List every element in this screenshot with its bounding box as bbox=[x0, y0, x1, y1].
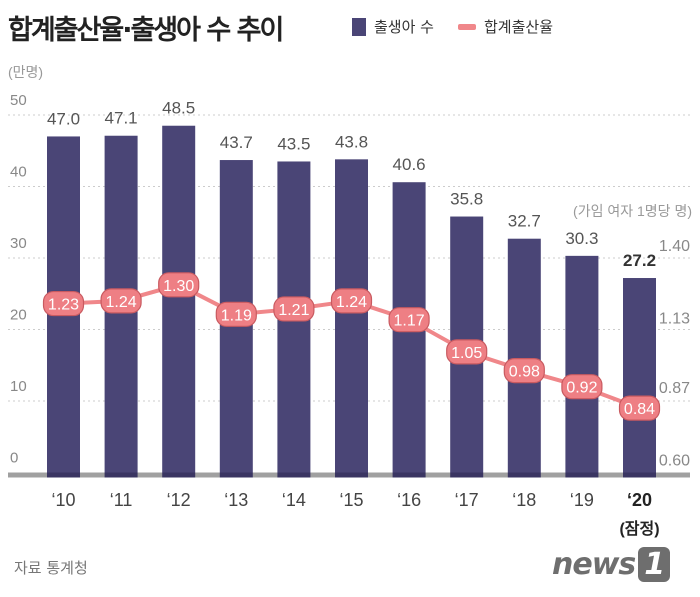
bar-base bbox=[507, 472, 541, 478]
x-tick-label: ‘18 bbox=[512, 490, 536, 510]
rate-marker bbox=[561, 374, 603, 400]
rate-value-label: 1.17 bbox=[394, 313, 425, 330]
bar-base bbox=[392, 472, 426, 478]
rate-value-label: 1.30 bbox=[163, 278, 194, 295]
x-tick-label: ‘14 bbox=[282, 490, 306, 510]
bar-base bbox=[47, 472, 80, 478]
bar-base bbox=[219, 472, 253, 478]
bar-value-label: 32.7 bbox=[508, 212, 541, 231]
rate-value-label: 0.98 bbox=[509, 364, 540, 381]
x-tick-label: ‘16 bbox=[397, 490, 421, 510]
rate-value-label: 1.05 bbox=[451, 345, 482, 362]
left-tick-label: 40 bbox=[10, 164, 27, 181]
right-tick-label: 0.87 bbox=[659, 380, 690, 397]
x-tick-label: ‘19 bbox=[570, 490, 594, 510]
left-tick-label: 10 bbox=[10, 378, 27, 395]
rate-marker bbox=[503, 358, 545, 384]
legend-item-fertility: 합계출산율 bbox=[458, 16, 553, 37]
bar-base bbox=[335, 472, 368, 478]
rate-value-label: 1.21 bbox=[278, 302, 309, 319]
bar bbox=[162, 125, 196, 475]
bar-base bbox=[277, 472, 311, 478]
bar-value-label: 35.8 bbox=[450, 190, 483, 209]
bar-base bbox=[565, 472, 599, 478]
legend-item-births: 출생아 수 bbox=[352, 16, 434, 37]
x-tick-label: ‘12 bbox=[167, 490, 191, 510]
rate-marker bbox=[330, 288, 373, 314]
bar-value-label: 47.0 bbox=[47, 109, 80, 128]
bar-value-label: 27.2 bbox=[623, 251, 656, 270]
left-tick-label: 30 bbox=[10, 235, 27, 252]
rate-marker bbox=[273, 296, 315, 322]
bar bbox=[565, 255, 599, 475]
rate-marker bbox=[100, 288, 142, 314]
news1-logo: news 1 bbox=[552, 547, 671, 582]
bar-value-label: 48.5 bbox=[162, 99, 195, 118]
rate-marker bbox=[158, 272, 200, 298]
bar-value-label: 47.1 bbox=[105, 109, 138, 128]
x-tick-note: (잠정) bbox=[619, 520, 659, 538]
x-tick-label: ‘10 bbox=[51, 490, 75, 510]
rate-value-label: 1.23 bbox=[48, 297, 79, 314]
rate-value-label: 0.92 bbox=[566, 380, 597, 397]
rate-marker bbox=[388, 307, 430, 333]
rate-marker bbox=[215, 301, 257, 327]
rate-value-label: 0.84 bbox=[624, 401, 655, 418]
bar-value-label: 40.6 bbox=[393, 155, 426, 174]
bar-base bbox=[104, 472, 138, 478]
right-axis-unit: (가임 여자 1명당 명) bbox=[573, 203, 692, 219]
legend-label: 합계출산율 bbox=[484, 18, 554, 36]
rate-value-label: 1.19 bbox=[221, 307, 252, 324]
legend-swatch-line bbox=[458, 23, 476, 30]
bar bbox=[507, 238, 541, 475]
legend-label: 출생아 수 bbox=[374, 18, 434, 36]
bar bbox=[335, 159, 368, 475]
x-tick-label: ‘13 bbox=[224, 490, 248, 510]
bar-base bbox=[450, 472, 484, 478]
left-tick-label: 0 bbox=[10, 450, 18, 467]
bar-base bbox=[623, 472, 656, 478]
x-tick-label: ‘17 bbox=[455, 490, 479, 510]
x-tick-label: ‘20 bbox=[627, 490, 652, 510]
bar-value-label: 43.5 bbox=[277, 134, 310, 153]
x-tick-label: ‘15 bbox=[339, 490, 363, 510]
right-tick-label: 0.60 bbox=[659, 453, 690, 470]
bar-base bbox=[162, 472, 196, 478]
rate-value-label: 1.24 bbox=[336, 294, 367, 311]
legend-swatch-bar bbox=[352, 17, 366, 36]
left-tick-label: 20 bbox=[10, 307, 27, 324]
right-tick-label: 1.13 bbox=[659, 310, 690, 327]
bar-value-label: 43.7 bbox=[220, 133, 253, 152]
left-tick-label: 50 bbox=[10, 92, 27, 109]
chart-title: 합계출산율·출생아 수 추이 bbox=[8, 15, 284, 46]
rate-value-label: 1.24 bbox=[106, 294, 137, 311]
left-axis-unit: (만명) bbox=[8, 64, 43, 80]
bar bbox=[623, 278, 656, 475]
bar-value-label: 43.8 bbox=[335, 132, 368, 151]
rate-marker bbox=[446, 339, 488, 365]
right-tick-label: 1.40 bbox=[659, 238, 690, 255]
bar-value-label: 30.3 bbox=[565, 229, 598, 248]
rate-marker bbox=[42, 290, 85, 317]
source-note: 자료 통계청 bbox=[14, 559, 88, 577]
rate-marker bbox=[618, 395, 661, 421]
x-tick-label: ‘11 bbox=[110, 490, 133, 510]
